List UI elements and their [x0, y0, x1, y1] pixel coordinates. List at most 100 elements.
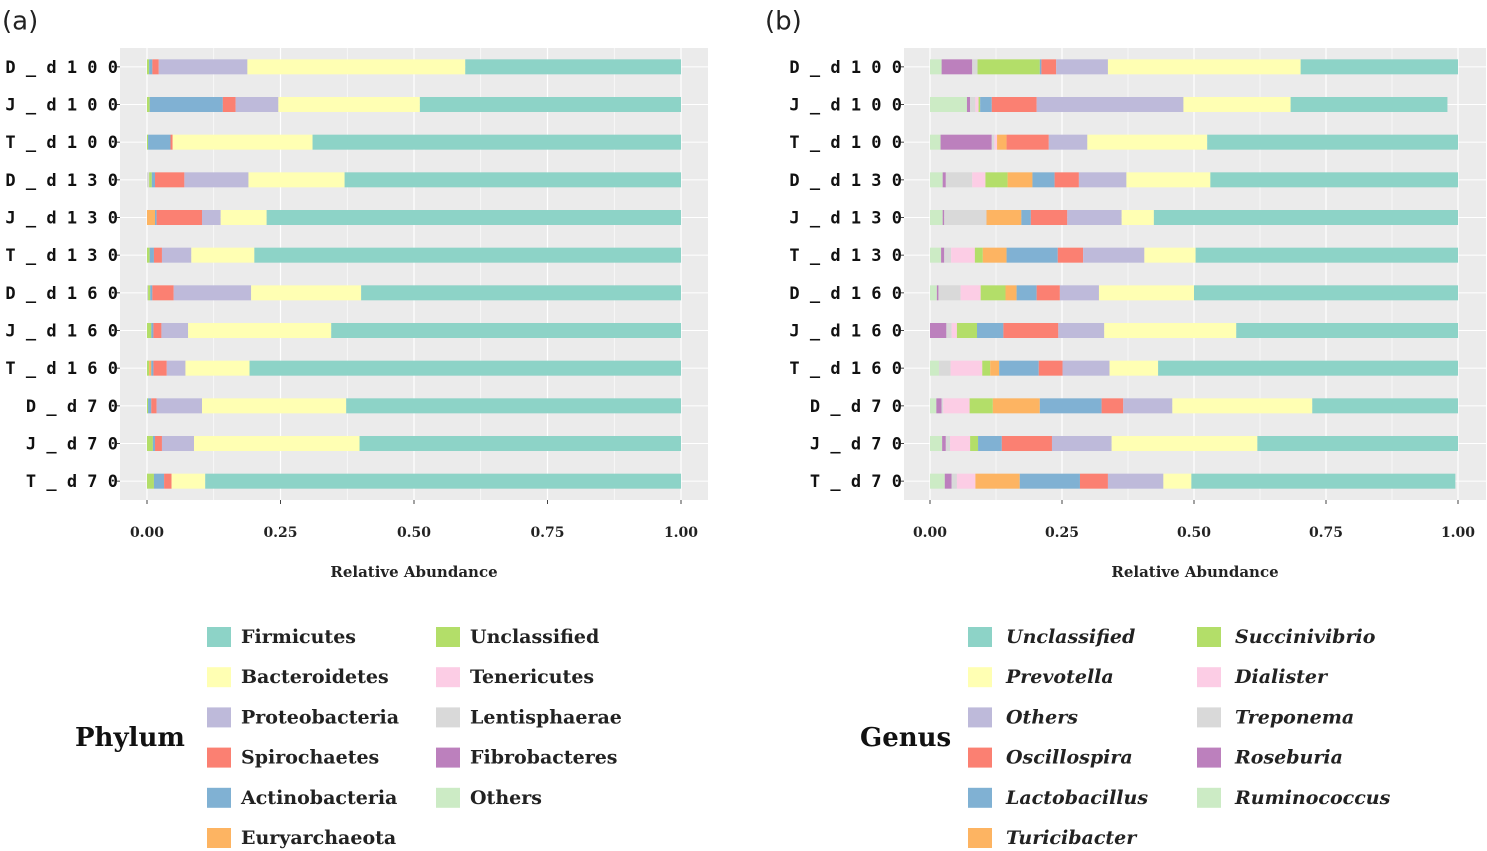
bar-segment-actinobacteria-j-d70 — [152, 436, 156, 451]
bar-segment-roseburia-j-d160 — [930, 323, 947, 338]
bar-segment-oscillospira-j-d70 — [1001, 436, 1052, 451]
bar-segment-succinivibrio-j-d70 — [970, 436, 979, 451]
category-label: J _ d 1 3 0 — [789, 209, 902, 229]
bar-segment-lentisphaerae-d-d160 — [147, 285, 149, 301]
legend-swatch-proteobacteria — [207, 707, 231, 728]
legend-label-oscillospira: Oscillospira — [1006, 747, 1133, 769]
bar-segment-actinobacteria-j-d160 — [151, 323, 154, 338]
bar-segment-bacteroidetes-j-d100 — [278, 97, 420, 112]
bar-segment-lactobacillus-d-d130 — [1032, 172, 1055, 188]
bar-segment-prevotella-d-d70 — [1172, 398, 1313, 414]
bar-segment-unclassified-d-d130 — [149, 172, 152, 188]
bar-segment-unclassified-d-d70 — [147, 398, 149, 414]
bar-segment-others-t-d130 — [1083, 247, 1145, 263]
bar-segment-turicibacter-t-d70 — [975, 473, 1020, 489]
legend-label-unclassified: Unclassified — [470, 626, 599, 648]
bar-segment-lactobacillus-d-d100 — [1039, 59, 1042, 75]
category-label: J _ d 1 0 0 — [789, 96, 902, 116]
legend-swatch-fibrobacteres — [436, 747, 460, 768]
bar-segment-actinobacteria-j-d100 — [149, 97, 223, 112]
bar-segment-ruminococcus-d-d100 — [930, 59, 942, 75]
bar-segment-unclassified-j-d130 — [1153, 210, 1458, 225]
category-label: T _ d 7 0 — [26, 472, 118, 492]
legend-label-ruminococcus: Ruminococcus — [1234, 787, 1391, 809]
bar-segment-turicibacter-j-d130 — [986, 210, 1022, 225]
bar-segment-prevotella-j-d100 — [1183, 97, 1291, 112]
bar-segment-firmicutes-j-d70 — [359, 436, 681, 451]
legend-label-others: Others — [470, 787, 542, 809]
bar-segment-succinivibrio-d-d130 — [985, 172, 1008, 188]
legend-label-others: Others — [1006, 706, 1078, 728]
x-tick-label: 1.00 — [1441, 525, 1475, 541]
category-label: J _ d 7 0 — [810, 435, 902, 455]
x-tick-label: 0.75 — [1309, 525, 1343, 541]
bar-segment-spirochaetes-j-d160 — [153, 323, 162, 338]
legend-swatch-lentisphaerae — [436, 707, 460, 728]
bar-segment-others-d-d70 — [1123, 398, 1173, 414]
bar-segment-firmicutes-t-d130 — [254, 247, 682, 263]
bar-segment-oscillospira-d-d100 — [1041, 59, 1057, 75]
legend-label-firmicutes: Firmicutes — [241, 626, 356, 648]
bar-segment-ruminococcus-j-d100 — [930, 97, 967, 112]
bar-segment-unclassified-j-d100 — [147, 97, 150, 112]
legend-label-bacteroidetes: Bacteroidetes — [241, 666, 389, 688]
bar-segment-ruminococcus-d-d70 — [930, 398, 937, 414]
bar-segment-prevotella-j-d70 — [1111, 436, 1258, 451]
bar-segment-oscillospira-d-d160 — [1036, 285, 1060, 301]
bar-segment-treponema-j-d130 — [944, 210, 987, 225]
bar-segment-others-j-d100 — [1036, 97, 1184, 112]
bar-segment-spirochaetes-t-d160 — [153, 360, 167, 376]
bar-segment-roseburia-t-d130 — [941, 247, 945, 263]
bar-segment-unclassified-t-d160 — [147, 360, 150, 376]
legend-swatch-lactobacillus — [968, 787, 992, 808]
category-label: T _ d 1 3 0 — [5, 246, 118, 266]
bar-segment-lactobacillus-j-d70 — [978, 436, 1002, 451]
bar-segment-treponema-d-d70 — [941, 398, 944, 414]
bar-segment-firmicutes-d-d100 — [465, 59, 681, 75]
bar-segment-dialister-t-d100 — [994, 134, 998, 150]
panel-label: (a) — [2, 7, 38, 37]
x-axis-title: Relative Abundance — [330, 563, 497, 581]
legend-swatch-turicibacter — [968, 828, 992, 848]
bar-segment-ruminococcus-d-d160 — [930, 285, 937, 301]
legend-swatch-actinobacteria — [207, 787, 231, 808]
bar-segment-dialister-d-d130 — [972, 172, 986, 188]
bar-segment-firmicutes-j-d100 — [419, 97, 681, 112]
legend-title: Genus — [860, 723, 951, 753]
bar-segment-actinobacteria-t-d160 — [151, 360, 154, 376]
bar-segment-lactobacillus-t-d70 — [1019, 473, 1080, 489]
bar-segment-roseburia-t-d70 — [944, 473, 952, 489]
bar-segment-dialister-t-d130 — [951, 247, 975, 263]
bar-segment-treponema-t-d130 — [944, 247, 952, 263]
bar-segment-oscillospira-j-d160 — [1003, 323, 1059, 338]
bar-segment-treponema-j-d100 — [970, 97, 976, 112]
legend-swatch-euryarchaeota — [207, 828, 231, 848]
legend: Genus Unclassified Prevotella Others Oscillo… — [860, 626, 1391, 849]
bar-segment-spirochaetes-t-d130 — [153, 247, 162, 263]
legend-swatch-ruminococcus — [1197, 787, 1221, 808]
bar-segment-oscillospira-t-d70 — [1079, 473, 1108, 489]
bar-segment-actinobacteria-d-d160 — [150, 285, 153, 301]
bar-segment-unclassified-t-d100 — [1207, 134, 1458, 150]
bar-segment-spirochaetes-j-d70 — [155, 436, 162, 451]
bar-segment-dialister-d-d160 — [960, 285, 981, 301]
bar-segment-succinivibrio-t-d160 — [982, 360, 991, 376]
category-label: D _ d 1 0 0 — [5, 58, 118, 78]
legend-swatch-tenericutes — [436, 667, 460, 688]
bar-segment-roseburia-d-d70 — [936, 398, 942, 414]
bar-segment-prevotella-j-d160 — [1104, 323, 1237, 338]
bar-segment-others-t-d70 — [1107, 473, 1164, 489]
bar-segment-proteobacteria-j-d130 — [202, 210, 221, 225]
bar-segment-roseburia-d-d160 — [936, 285, 939, 301]
category-label: D _ d 1 6 0 — [5, 284, 118, 304]
bar-segment-actinobacteria-t-d70 — [153, 473, 165, 489]
bar-segment-firmicutes-t-d100 — [312, 134, 681, 150]
bar-segment-bacteroidetes-d-d100 — [247, 59, 466, 75]
legend-title: Phylum — [75, 723, 185, 753]
legend-label-unclassified: Unclassified — [1006, 626, 1135, 648]
plot-background — [904, 48, 1486, 500]
bar-segment-roseburia-t-d100 — [940, 134, 992, 150]
x-axis-title: Relative Abundance — [1111, 563, 1278, 581]
bar-segment-turicibacter-t-d130 — [982, 247, 1007, 263]
bar-segment-others-j-d130 — [1067, 210, 1122, 225]
